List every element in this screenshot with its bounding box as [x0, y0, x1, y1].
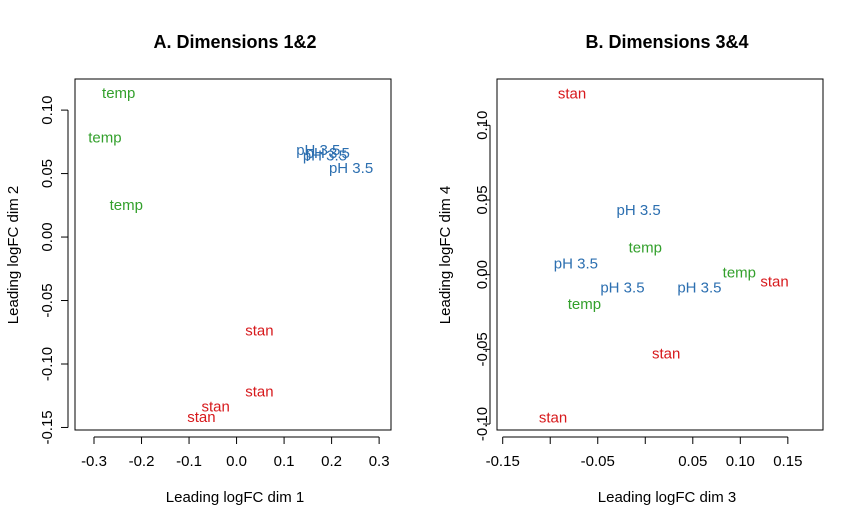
panel-a-plot-frame — [74, 78, 392, 431]
panel-a-y-axis-label: Leading logFC dim 2 — [5, 186, 22, 324]
point-label-ph-3-5: pH 3.5 — [306, 145, 350, 162]
x-tick-label: -0.15 — [486, 453, 520, 470]
point-label-stan: stan — [245, 383, 273, 400]
point-label-temp: temp — [568, 296, 601, 313]
panel-a-title: A. Dimensions 1&2 — [153, 32, 316, 52]
x-tick-label: 0.1 — [274, 453, 295, 470]
panel-b: B. Dimensions 3&4 Leading logFC dim 3 Le… — [437, 32, 824, 506]
y-tick-label: -0.10 — [474, 407, 491, 441]
point-label-ph-3-5: pH 3.5 — [303, 147, 347, 164]
y-tick-label: -0.05 — [39, 283, 56, 317]
point-label-ph-3-5: pH 3.5 — [296, 142, 340, 159]
y-tick-label: 0.05 — [474, 185, 491, 214]
point-label-temp: temp — [88, 130, 121, 147]
panel-a: A. Dimensions 1&2 Leading logFC dim 1 Le… — [5, 32, 392, 506]
panel-b-title: B. Dimensions 3&4 — [585, 32, 748, 52]
x-tick-label: 0.15 — [773, 453, 802, 470]
point-label-ph-3-5: pH 3.5 — [329, 160, 373, 177]
x-tick-label: -0.2 — [129, 453, 155, 470]
x-tick-label: 0.3 — [369, 453, 390, 470]
x-tick-label: 0.05 — [678, 453, 707, 470]
panel-a-x-ticks: -0.3 -0.2 -0.1 0.0 0.1 0.2 0.3 — [81, 436, 390, 470]
panel-b-y-ticks: -0.10 -0.05 0.00 0.05 0.10 — [474, 111, 491, 441]
point-label-stan: stan — [652, 345, 680, 362]
y-tick-label: -0.10 — [39, 347, 56, 381]
point-label-temp: temp — [629, 239, 662, 256]
point-label-stan: stan — [539, 410, 567, 427]
panel-b-plot-frame — [496, 78, 824, 431]
point-label-stan: stan — [187, 409, 215, 426]
y-tick-label: -0.15 — [39, 410, 56, 444]
panel-a-x-axis-label: Leading logFC dim 1 — [166, 489, 304, 506]
y-tick-label: 0.00 — [474, 260, 491, 289]
x-tick-label: -0.1 — [176, 453, 202, 470]
panel-b-y-axis-label: Leading logFC dim 4 — [437, 186, 454, 324]
y-tick-label: 0.10 — [474, 111, 491, 140]
y-tick-label: -0.05 — [474, 332, 491, 366]
point-label-stan: stan — [558, 85, 586, 102]
point-label-ph-3-5: pH 3.5 — [600, 280, 644, 297]
x-tick-label: 0.10 — [726, 453, 755, 470]
point-label-temp: temp — [102, 85, 135, 102]
x-tick-label: 0.2 — [321, 453, 342, 470]
x-tick-label: -0.3 — [81, 453, 107, 470]
point-label-ph-3-5: pH 3.5 — [677, 280, 721, 297]
point-label-temp: temp — [723, 265, 756, 282]
x-tick-label: -0.05 — [581, 453, 615, 470]
y-tick-label: 0.05 — [39, 159, 56, 188]
panel-a-y-ticks: -0.15 -0.10 -0.05 0.00 0.05 0.10 — [39, 95, 69, 445]
y-tick-label: 0.10 — [39, 95, 56, 124]
panel-b-x-axis-label: Leading logFC dim 3 — [598, 489, 736, 506]
y-tick-label: 0.00 — [39, 222, 56, 251]
x-tick-label: 0.0 — [226, 453, 247, 470]
point-label-ph-3-5: pH 3.5 — [617, 202, 661, 219]
point-label-stan: stan — [245, 322, 273, 339]
point-label-stan: stan — [201, 399, 229, 416]
point-label-stan: stan — [760, 274, 788, 291]
point-label-ph-3-5: pH 3.5 — [554, 256, 598, 273]
point-label-temp: temp — [110, 197, 143, 214]
panel-b-x-ticks: -0.15 -0.05 0.05 0.10 0.15 — [486, 436, 802, 470]
